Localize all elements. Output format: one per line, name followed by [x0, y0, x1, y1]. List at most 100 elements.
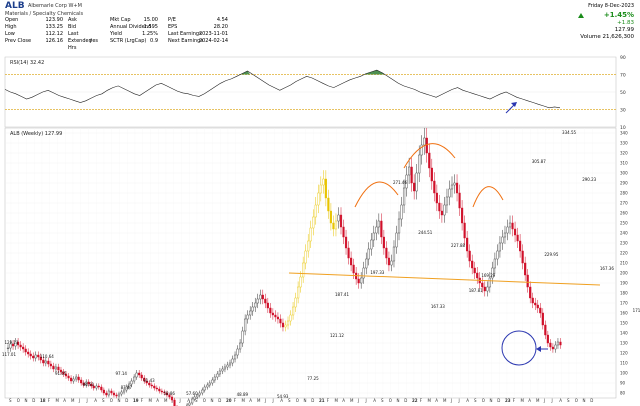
- price-annotation: 229.95: [544, 252, 558, 257]
- candle-body: [463, 222, 466, 239]
- price-ticks: 80 90 100 110 120 130 140 150 160 170 180 190 200 210…: [620, 131, 628, 396]
- quote-pe: P/E 4.54: [168, 17, 228, 23]
- candle-body: [206, 384, 209, 388]
- x-tick-label: M: [536, 398, 540, 403]
- x-tick-label: S: [567, 398, 570, 403]
- candle-body: [382, 236, 385, 249]
- candle-body: [461, 207, 464, 224]
- candle-body: [135, 372, 138, 378]
- price-annotation: 91.43: [143, 378, 155, 383]
- candle-body: [501, 236, 504, 244]
- candle-body: [201, 389, 204, 394]
- price-annotation: 129.11: [5, 340, 19, 345]
- change-absolute: +1.83: [617, 20, 634, 26]
- candle-body: [19, 344, 22, 348]
- candle-body: [362, 267, 365, 279]
- candle-body: [324, 178, 327, 199]
- candle-body: [534, 302, 537, 306]
- ticker-symbol[interactable]: ALB: [5, 1, 25, 11]
- candle-body: [22, 346, 25, 350]
- candle-body: [415, 172, 418, 192]
- candle-body: [400, 204, 403, 220]
- candle-body: [405, 174, 408, 189]
- price-annotation: 197.33: [370, 270, 384, 275]
- candle-body: [385, 247, 388, 259]
- rsi-overbought-fill: [239, 70, 385, 75]
- candle-body: [47, 360, 50, 365]
- price-annotation: 91.65: [55, 371, 67, 376]
- left-shoulder-arc: [354, 181, 399, 208]
- candle-body: [350, 257, 353, 266]
- candle-body: [508, 222, 512, 228]
- price-tick-label: 310: [620, 161, 628, 166]
- candle-body: [269, 307, 272, 314]
- candle-body: [130, 380, 133, 385]
- candle-body: [67, 375, 70, 379]
- candle-body: [375, 226, 378, 234]
- x-tick-label: F: [48, 398, 51, 403]
- candle-body: [133, 376, 136, 382]
- candle-body: [428, 152, 431, 169]
- candle-body: [327, 197, 330, 212]
- candle-body: [52, 365, 55, 370]
- quote-high: High 133.25: [5, 24, 63, 30]
- candle-body: [150, 384, 153, 387]
- candle-body: [39, 356, 42, 361]
- candle-body: [445, 196, 449, 206]
- candle-body: [105, 392, 108, 396]
- rsi-tick-label: 10: [620, 125, 626, 131]
- candle-body: [312, 216, 315, 229]
- candle-body: [24, 348, 27, 353]
- candle-body: [6, 347, 10, 349]
- x-tick-label: S: [381, 398, 384, 403]
- candle-body: [233, 354, 237, 360]
- candle-body: [430, 167, 433, 182]
- candle-body: [110, 390, 113, 394]
- x-tick-label: O: [575, 398, 578, 403]
- price-annotation: 87.87: [121, 385, 133, 390]
- candle-body: [140, 374, 143, 379]
- x-tick-label: A: [435, 398, 438, 403]
- candle-body: [256, 298, 259, 304]
- price-tick-label: 180: [620, 291, 628, 296]
- candle-body: [100, 386, 103, 391]
- price-tick-label: 190: [620, 281, 628, 286]
- price-annotation: 121.12: [330, 333, 344, 338]
- price-tick-label: 260: [620, 211, 628, 216]
- x-tick-label: O: [110, 398, 113, 403]
- candle-body: [511, 222, 514, 230]
- candle-body: [408, 166, 411, 176]
- candle-body: [90, 383, 93, 387]
- candle-body: [314, 204, 317, 218]
- candle-body: [294, 297, 297, 308]
- candle-body: [221, 368, 224, 372]
- x-tick-label: A: [63, 398, 66, 403]
- x-tick-label: A: [187, 398, 190, 403]
- price-tick-label: 160: [620, 311, 628, 316]
- price-annotation: 110.64: [40, 354, 54, 359]
- candle-body: [380, 220, 383, 238]
- candle-body: [160, 390, 163, 393]
- candle-body: [344, 236, 348, 249]
- rsi-tick-label: 70: [620, 73, 626, 79]
- candle-body: [372, 232, 375, 241]
- x-tick-label: J: [179, 398, 181, 403]
- candle-body: [486, 286, 489, 292]
- x-tick-label: M: [521, 398, 525, 403]
- candle-body: [519, 240, 522, 252]
- candle-body: [49, 363, 52, 367]
- price-tick-label: 100: [620, 371, 628, 376]
- price-annotation: 227.88: [451, 243, 465, 248]
- candle-body: [17, 341, 20, 346]
- x-tick-label: A: [373, 398, 376, 403]
- candle-body: [29, 353, 32, 357]
- candle-body: [128, 383, 131, 388]
- candle-body: [498, 242, 502, 252]
- price-tick-label: 270: [620, 201, 628, 206]
- candle-body: [367, 248, 370, 260]
- candle-body: [309, 227, 312, 242]
- price-annotation: 167.36: [600, 266, 614, 271]
- x-tick-label: 21: [319, 398, 325, 403]
- price-tick-label: 170: [620, 301, 628, 306]
